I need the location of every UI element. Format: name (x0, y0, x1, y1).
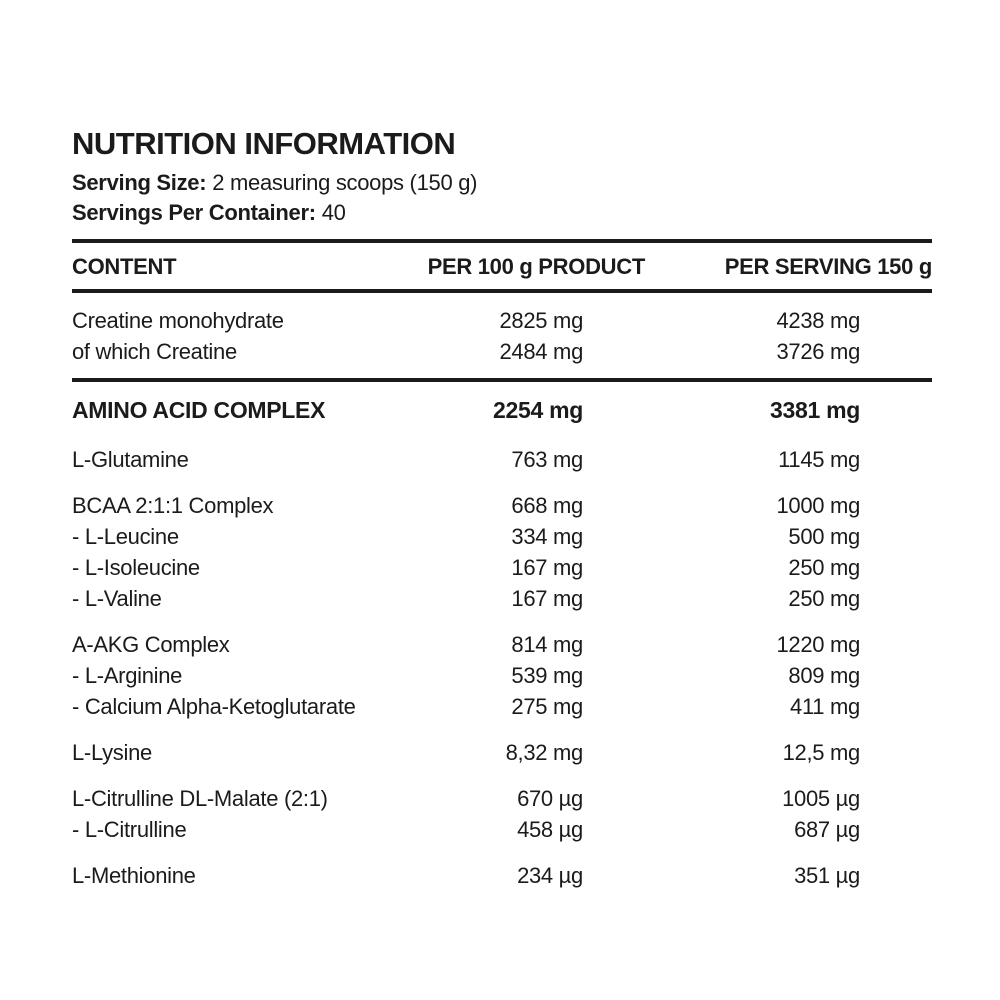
row-per-serving-value: 3726 mg (776, 339, 860, 364)
servings-per-container-value: 40 (321, 200, 346, 225)
table-group: L-Citrulline DL-Malate (2:1) 670 µg 1005 µ… (72, 783, 932, 845)
row-per-100g-value: 8,32 mg (505, 740, 584, 765)
table-row: AMINO ACID COMPLEX 2254 mg 3381 mg (72, 391, 932, 429)
row-per-100g-value: 668 mg (511, 493, 583, 518)
row-per-serving-value: 1005 µg (782, 786, 860, 811)
table-row: A-AKG Complex 814 mg 1220 mg (72, 629, 932, 660)
label-content: NUTRITION INFORMATION Serving Size: 2 mea… (72, 0, 932, 891)
row-content: A-AKG Complex (72, 632, 230, 657)
row-content: AMINO ACID COMPLEX (72, 397, 326, 423)
row-content: of which Creatine (72, 339, 237, 364)
table-group: L-Methionine 234 µg 351 µg (72, 860, 932, 891)
nutrition-table-body: Creatine monohydrate 2825 mg 4238 mg of whi… (72, 305, 932, 891)
row-per-serving-value: 351 µg (794, 863, 860, 888)
row-per-serving-value: 12,5 mg (782, 740, 861, 765)
row-content: - L-Leucine (72, 524, 179, 549)
row-per-100g-value: 458 µg (517, 817, 583, 842)
table-row: - Calcium Alpha-Ketoglutarate 275 mg 411 m… (72, 691, 932, 722)
row-per-100g-value: 763 mg (511, 447, 583, 472)
row-per-serving-value: 500 mg (788, 524, 860, 549)
table-row: Creatine monohydrate 2825 mg 4238 mg (72, 305, 932, 336)
servings-per-container-line: Servings Per Container: 40 (72, 198, 932, 228)
serving-size-label: Serving Size: (72, 170, 207, 195)
table-row: of which Creatine 2484 mg 3726 mg (72, 336, 932, 367)
row-per-100g-value: 670 µg (517, 786, 583, 811)
row-per-100g-value: 814 mg (511, 632, 583, 657)
row-per-serving-value: 1220 mg (776, 632, 860, 657)
table-row: L-Methionine 234 µg 351 µg (72, 860, 932, 891)
row-per-serving-value: 250 mg (788, 555, 860, 580)
row-per-100g-value: 2825 mg (499, 308, 583, 333)
row-content: L-Glutamine (72, 447, 189, 472)
row-content: - L-Isoleucine (72, 555, 200, 580)
servings-per-container-label: Servings Per Container: (72, 200, 316, 225)
row-per-serving-value: 411 mg (790, 694, 860, 719)
table-row: - L-Citrulline 458 µg 687 µg (72, 814, 932, 845)
serving-size-value: 2 measuring scoops (150 g) (212, 170, 478, 195)
table-row: - L-Leucine 334 mg 500 mg (72, 521, 932, 552)
row-content: - Calcium Alpha-Ketoglutarate (72, 694, 356, 719)
row-per-serving-value: 809 mg (788, 663, 860, 688)
column-header-per-serving: PER SERVING 150 g (724, 254, 933, 279)
row-per-serving-value: 4238 mg (776, 308, 860, 333)
table-row: - L-Valine 167 mg 250 mg (72, 583, 932, 614)
table-group: Creatine monohydrate 2825 mg 4238 mg of whi… (72, 305, 932, 367)
column-header-content: CONTENT (72, 254, 177, 279)
table-group: L-Glutamine 763 mg 1145 mg (72, 444, 932, 475)
table-group: AMINO ACID COMPLEX 2254 mg 3381 mg (72, 391, 932, 429)
row-per-100g-value: 234 µg (517, 863, 583, 888)
row-per-serving-value: 1145 mg (778, 447, 860, 472)
table-row: - L-Arginine 539 mg 809 mg (72, 660, 932, 691)
divider-top (72, 239, 932, 243)
row-per-100g-value: 539 mg (511, 663, 583, 688)
table-row: L-Lysine 8,32 mg 12,5 mg (72, 737, 932, 768)
row-content: Creatine monohydrate (72, 308, 284, 333)
table-header-row: CONTENT PER 100 g PRODUCT PER SERVING 15… (72, 243, 932, 289)
row-content: - L-Valine (72, 586, 162, 611)
table-row: - L-Isoleucine 167 mg 250 mg (72, 552, 932, 583)
table-row: L-Glutamine 763 mg 1145 mg (72, 444, 932, 475)
row-per-100g-value: 2254 mg (493, 397, 583, 423)
table-group: BCAA 2:1:1 Complex 668 mg 1000 mg - L-Leuci… (72, 490, 932, 614)
row-per-serving-value: 687 µg (794, 817, 860, 842)
column-header-per-100g: PER 100 g PRODUCT (427, 254, 646, 279)
row-per-serving-value: 250 mg (788, 586, 860, 611)
page-title: NUTRITION INFORMATION (72, 126, 456, 161)
row-per-100g-value: 334 mg (511, 524, 583, 549)
row-content: L-Methionine (72, 863, 196, 888)
divider-header (72, 289, 932, 293)
row-content: BCAA 2:1:1 Complex (72, 493, 274, 518)
row-content: - L-Arginine (72, 663, 183, 688)
row-content: L-Citrulline DL-Malate (2:1) (72, 786, 328, 811)
table-row: L-Citrulline DL-Malate (2:1) 670 µg 1005 µ… (72, 783, 932, 814)
row-content: L-Lysine (72, 740, 152, 765)
table-row: BCAA 2:1:1 Complex 668 mg 1000 mg (72, 490, 932, 521)
row-per-serving-value: 3381 mg (770, 397, 860, 423)
table-group: L-Lysine 8,32 mg 12,5 mg (72, 737, 932, 768)
row-per-100g-value: 2484 mg (499, 339, 583, 364)
divider-section (72, 378, 932, 382)
row-per-serving-value: 1000 mg (776, 493, 860, 518)
row-per-100g-value: 167 mg (511, 555, 583, 580)
row-per-100g-value: 275 mg (511, 694, 583, 719)
table-group: A-AKG Complex 814 mg 1220 mg - L-Arginine 53… (72, 629, 932, 722)
serving-size-line: Serving Size: 2 measuring scoops (150 g) (72, 168, 932, 198)
row-per-100g-value: 167 mg (511, 586, 583, 611)
row-content: - L-Citrulline (72, 817, 187, 842)
